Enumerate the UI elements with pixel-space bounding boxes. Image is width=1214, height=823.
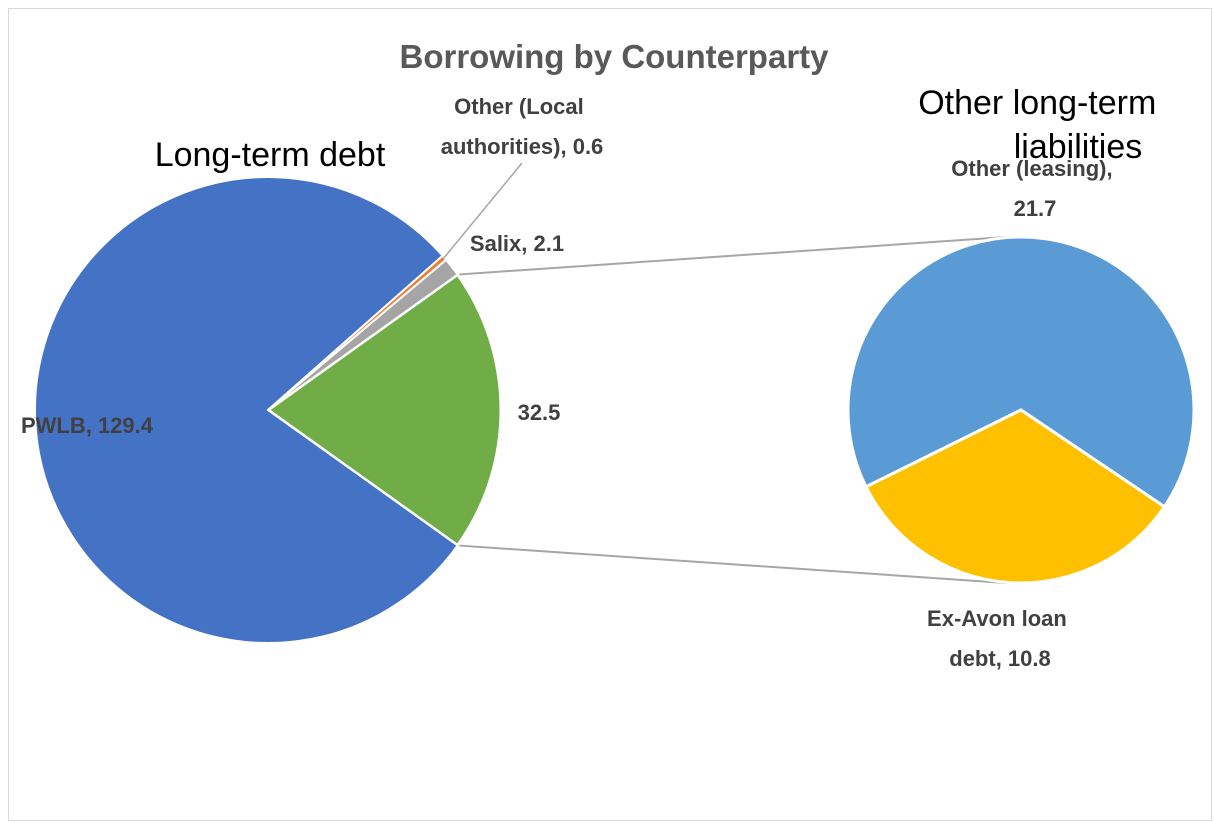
- slice-other-leasing-21-7[interactable]: [846, 235, 1196, 509]
- connector-line-top: [457, 236, 1007, 276]
- data-label-salix: Salix, 2.1: [470, 231, 564, 256]
- data-label-other-local-authorities: Other (Local authorities), 0.6: [441, 94, 604, 159]
- leader-line-other-local-authorities: [442, 162, 523, 260]
- data-label-pwlb: PWLB, 129.4: [21, 413, 154, 438]
- secondary-pie: [846, 235, 1196, 585]
- primary-pie: [34, 176, 503, 644]
- data-label-other-leasing: Other (leasing), 21.7: [951, 156, 1118, 221]
- group-label-other-liabilities: Other long-term liabilities: [918, 84, 1166, 166]
- slice-salix-2-1[interactable]: [267, 258, 459, 411]
- slice-pwlb-129-4[interactable]: [34, 176, 459, 644]
- slice-combined-other[interactable]: [265, 272, 503, 548]
- data-label-combined: 32.5: [518, 400, 561, 425]
- connector-line-bottom: [457, 544, 1007, 584]
- group-label-long-term-debt: Long-term debt: [155, 136, 386, 174]
- chart-title: Borrowing by Counterparty: [399, 38, 829, 75]
- slice-ex-avon-loan-debt-10-8[interactable]: [863, 408, 1167, 585]
- data-label-ex-avon-loan-debt: Ex-Avon loan debt, 10.8: [927, 606, 1073, 671]
